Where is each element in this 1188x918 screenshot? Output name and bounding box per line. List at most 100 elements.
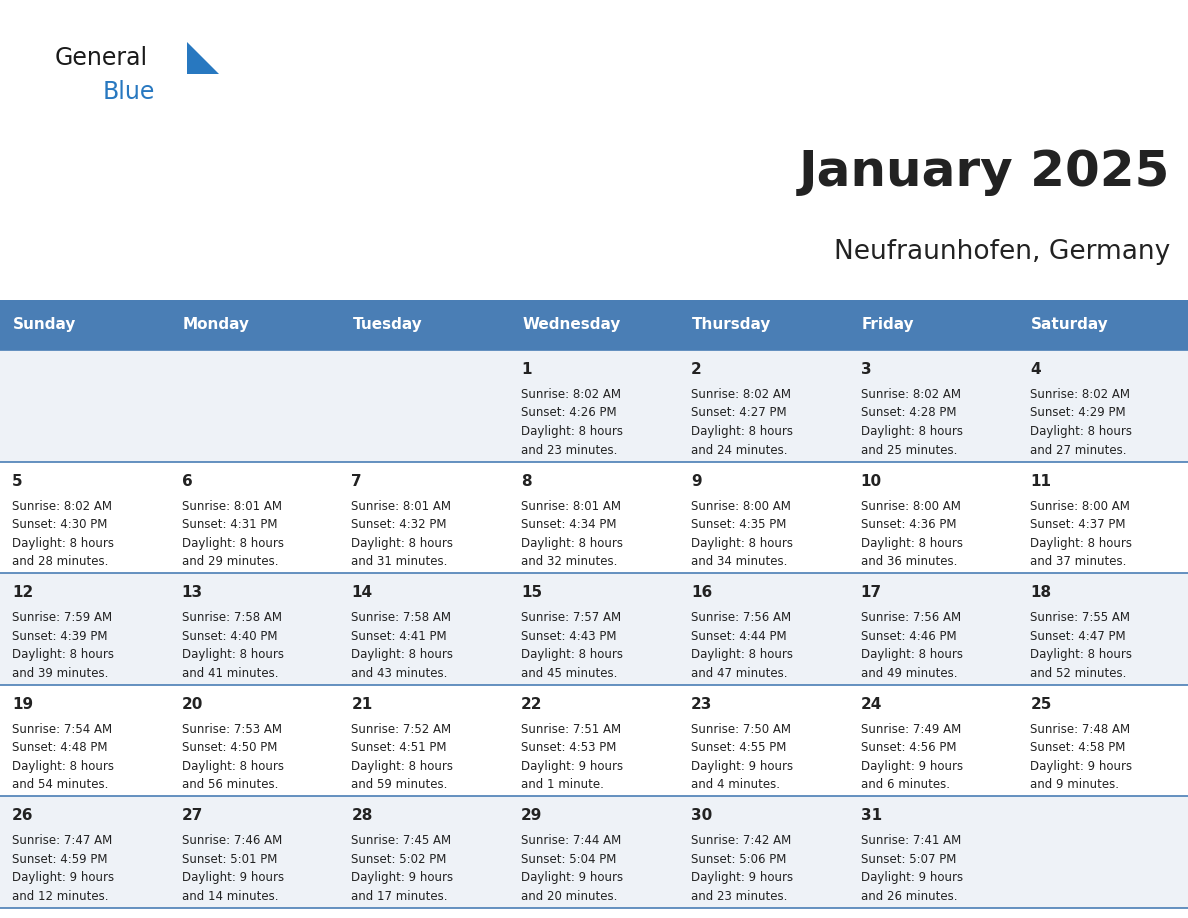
Text: Monday: Monday [183, 318, 249, 332]
Text: Sunrise: 7:45 AM: Sunrise: 7:45 AM [352, 834, 451, 847]
Text: and 52 minutes.: and 52 minutes. [1030, 666, 1126, 679]
Text: Sunrise: 8:02 AM: Sunrise: 8:02 AM [1030, 388, 1130, 401]
Text: Sunday: Sunday [13, 318, 76, 332]
Bar [0, 350, 1188, 462]
Text: Daylight: 9 hours: Daylight: 9 hours [860, 871, 962, 884]
Text: Sunset: 4:47 PM: Sunset: 4:47 PM [1030, 630, 1126, 643]
Text: 29: 29 [522, 809, 543, 823]
Text: Neufraunhofen, Germany: Neufraunhofen, Germany [834, 239, 1170, 265]
Text: 2: 2 [691, 362, 702, 377]
Text: and 29 minutes.: and 29 minutes. [182, 555, 278, 568]
Text: Daylight: 8 hours: Daylight: 8 hours [691, 537, 792, 550]
Text: Sunset: 4:58 PM: Sunset: 4:58 PM [1030, 742, 1126, 755]
Text: Sunset: 4:32 PM: Sunset: 4:32 PM [352, 518, 447, 532]
Text: Sunset: 4:37 PM: Sunset: 4:37 PM [1030, 518, 1126, 532]
Bar [0, 462, 1188, 573]
Text: Sunrise: 8:02 AM: Sunrise: 8:02 AM [860, 388, 961, 401]
Bar [0, 685, 1188, 797]
Text: Sunset: 5:02 PM: Sunset: 5:02 PM [352, 853, 447, 866]
Text: and 31 minutes.: and 31 minutes. [352, 555, 448, 568]
Text: Sunset: 4:34 PM: Sunset: 4:34 PM [522, 518, 617, 532]
Text: Sunrise: 8:01 AM: Sunrise: 8:01 AM [182, 499, 282, 512]
Text: and 39 minutes.: and 39 minutes. [12, 666, 108, 679]
Text: and 26 minutes.: and 26 minutes. [860, 890, 958, 903]
Text: January 2025: January 2025 [798, 148, 1170, 196]
Text: 12: 12 [12, 585, 33, 600]
Text: Daylight: 8 hours: Daylight: 8 hours [12, 537, 114, 550]
Text: Sunrise: 7:46 AM: Sunrise: 7:46 AM [182, 834, 282, 847]
Text: Daylight: 8 hours: Daylight: 8 hours [12, 648, 114, 661]
Text: and 49 minutes.: and 49 minutes. [860, 666, 958, 679]
Text: and 56 minutes.: and 56 minutes. [182, 778, 278, 791]
Text: Sunset: 4:48 PM: Sunset: 4:48 PM [12, 742, 107, 755]
Text: Sunset: 4:59 PM: Sunset: 4:59 PM [12, 853, 107, 866]
Text: Daylight: 8 hours: Daylight: 8 hours [182, 760, 284, 773]
Text: Daylight: 9 hours: Daylight: 9 hours [691, 760, 792, 773]
Text: Daylight: 8 hours: Daylight: 8 hours [182, 648, 284, 661]
Text: Daylight: 8 hours: Daylight: 8 hours [860, 537, 962, 550]
Text: Sunset: 4:41 PM: Sunset: 4:41 PM [352, 630, 447, 643]
Text: 11: 11 [1030, 474, 1051, 488]
Text: and 41 minutes.: and 41 minutes. [182, 666, 278, 679]
Bar [0, 573, 1188, 685]
Text: 8: 8 [522, 474, 532, 488]
Text: Sunset: 4:51 PM: Sunset: 4:51 PM [352, 742, 447, 755]
Text: Daylight: 9 hours: Daylight: 9 hours [522, 871, 624, 884]
Text: and 20 minutes.: and 20 minutes. [522, 890, 618, 903]
Text: Thursday: Thursday [691, 318, 771, 332]
Text: Sunrise: 7:55 AM: Sunrise: 7:55 AM [1030, 611, 1130, 624]
Text: Sunrise: 7:58 AM: Sunrise: 7:58 AM [182, 611, 282, 624]
Text: 20: 20 [182, 697, 203, 711]
Text: Sunset: 4:56 PM: Sunset: 4:56 PM [860, 742, 956, 755]
Text: Daylight: 9 hours: Daylight: 9 hours [12, 871, 114, 884]
Text: Sunrise: 7:41 AM: Sunrise: 7:41 AM [860, 834, 961, 847]
Text: Sunset: 4:40 PM: Sunset: 4:40 PM [182, 630, 277, 643]
Text: and 6 minutes.: and 6 minutes. [860, 778, 949, 791]
Text: Sunset: 4:46 PM: Sunset: 4:46 PM [860, 630, 956, 643]
Text: Daylight: 8 hours: Daylight: 8 hours [691, 425, 792, 438]
Text: Sunrise: 7:59 AM: Sunrise: 7:59 AM [12, 611, 112, 624]
Text: 4: 4 [1030, 362, 1041, 377]
Text: Daylight: 8 hours: Daylight: 8 hours [860, 425, 962, 438]
Text: and 37 minutes.: and 37 minutes. [1030, 555, 1126, 568]
Text: Sunrise: 8:02 AM: Sunrise: 8:02 AM [522, 388, 621, 401]
Text: Sunset: 4:39 PM: Sunset: 4:39 PM [12, 630, 107, 643]
Text: Sunset: 4:44 PM: Sunset: 4:44 PM [691, 630, 786, 643]
Text: Sunset: 4:29 PM: Sunset: 4:29 PM [1030, 407, 1126, 420]
Text: 13: 13 [182, 585, 203, 600]
Text: Sunset: 4:53 PM: Sunset: 4:53 PM [522, 742, 617, 755]
Text: Sunset: 4:55 PM: Sunset: 4:55 PM [691, 742, 786, 755]
Text: Daylight: 9 hours: Daylight: 9 hours [1030, 760, 1132, 773]
Text: Daylight: 8 hours: Daylight: 8 hours [691, 648, 792, 661]
Text: 19: 19 [12, 697, 33, 711]
Text: and 47 minutes.: and 47 minutes. [691, 666, 788, 679]
Text: and 24 minutes.: and 24 minutes. [691, 443, 788, 456]
Text: 9: 9 [691, 474, 701, 488]
Text: and 25 minutes.: and 25 minutes. [860, 443, 958, 456]
Text: 10: 10 [860, 474, 881, 488]
Text: Sunrise: 7:57 AM: Sunrise: 7:57 AM [522, 611, 621, 624]
Text: Sunset: 4:28 PM: Sunset: 4:28 PM [860, 407, 956, 420]
Text: Sunrise: 7:47 AM: Sunrise: 7:47 AM [12, 834, 112, 847]
Text: Daylight: 9 hours: Daylight: 9 hours [691, 871, 792, 884]
Text: Sunrise: 7:53 AM: Sunrise: 7:53 AM [182, 722, 282, 736]
Text: Sunrise: 7:48 AM: Sunrise: 7:48 AM [1030, 722, 1131, 736]
Text: Sunrise: 7:56 AM: Sunrise: 7:56 AM [691, 611, 791, 624]
Text: Sunrise: 7:56 AM: Sunrise: 7:56 AM [860, 611, 961, 624]
Text: and 59 minutes.: and 59 minutes. [352, 778, 448, 791]
Text: 15: 15 [522, 585, 542, 600]
Text: 26: 26 [12, 809, 33, 823]
Text: Sunset: 4:50 PM: Sunset: 4:50 PM [182, 742, 277, 755]
Text: Daylight: 8 hours: Daylight: 8 hours [522, 648, 624, 661]
Text: and 34 minutes.: and 34 minutes. [691, 555, 788, 568]
Text: Daylight: 8 hours: Daylight: 8 hours [182, 537, 284, 550]
Text: 16: 16 [691, 585, 712, 600]
Text: 18: 18 [1030, 585, 1051, 600]
Text: Sunset: 4:30 PM: Sunset: 4:30 PM [12, 518, 107, 532]
Text: Sunrise: 7:51 AM: Sunrise: 7:51 AM [522, 722, 621, 736]
Text: and 54 minutes.: and 54 minutes. [12, 778, 108, 791]
Text: Sunrise: 8:02 AM: Sunrise: 8:02 AM [12, 499, 112, 512]
Text: 25: 25 [1030, 697, 1051, 711]
Text: Wednesday: Wednesday [523, 318, 620, 332]
Text: and 14 minutes.: and 14 minutes. [182, 890, 278, 903]
